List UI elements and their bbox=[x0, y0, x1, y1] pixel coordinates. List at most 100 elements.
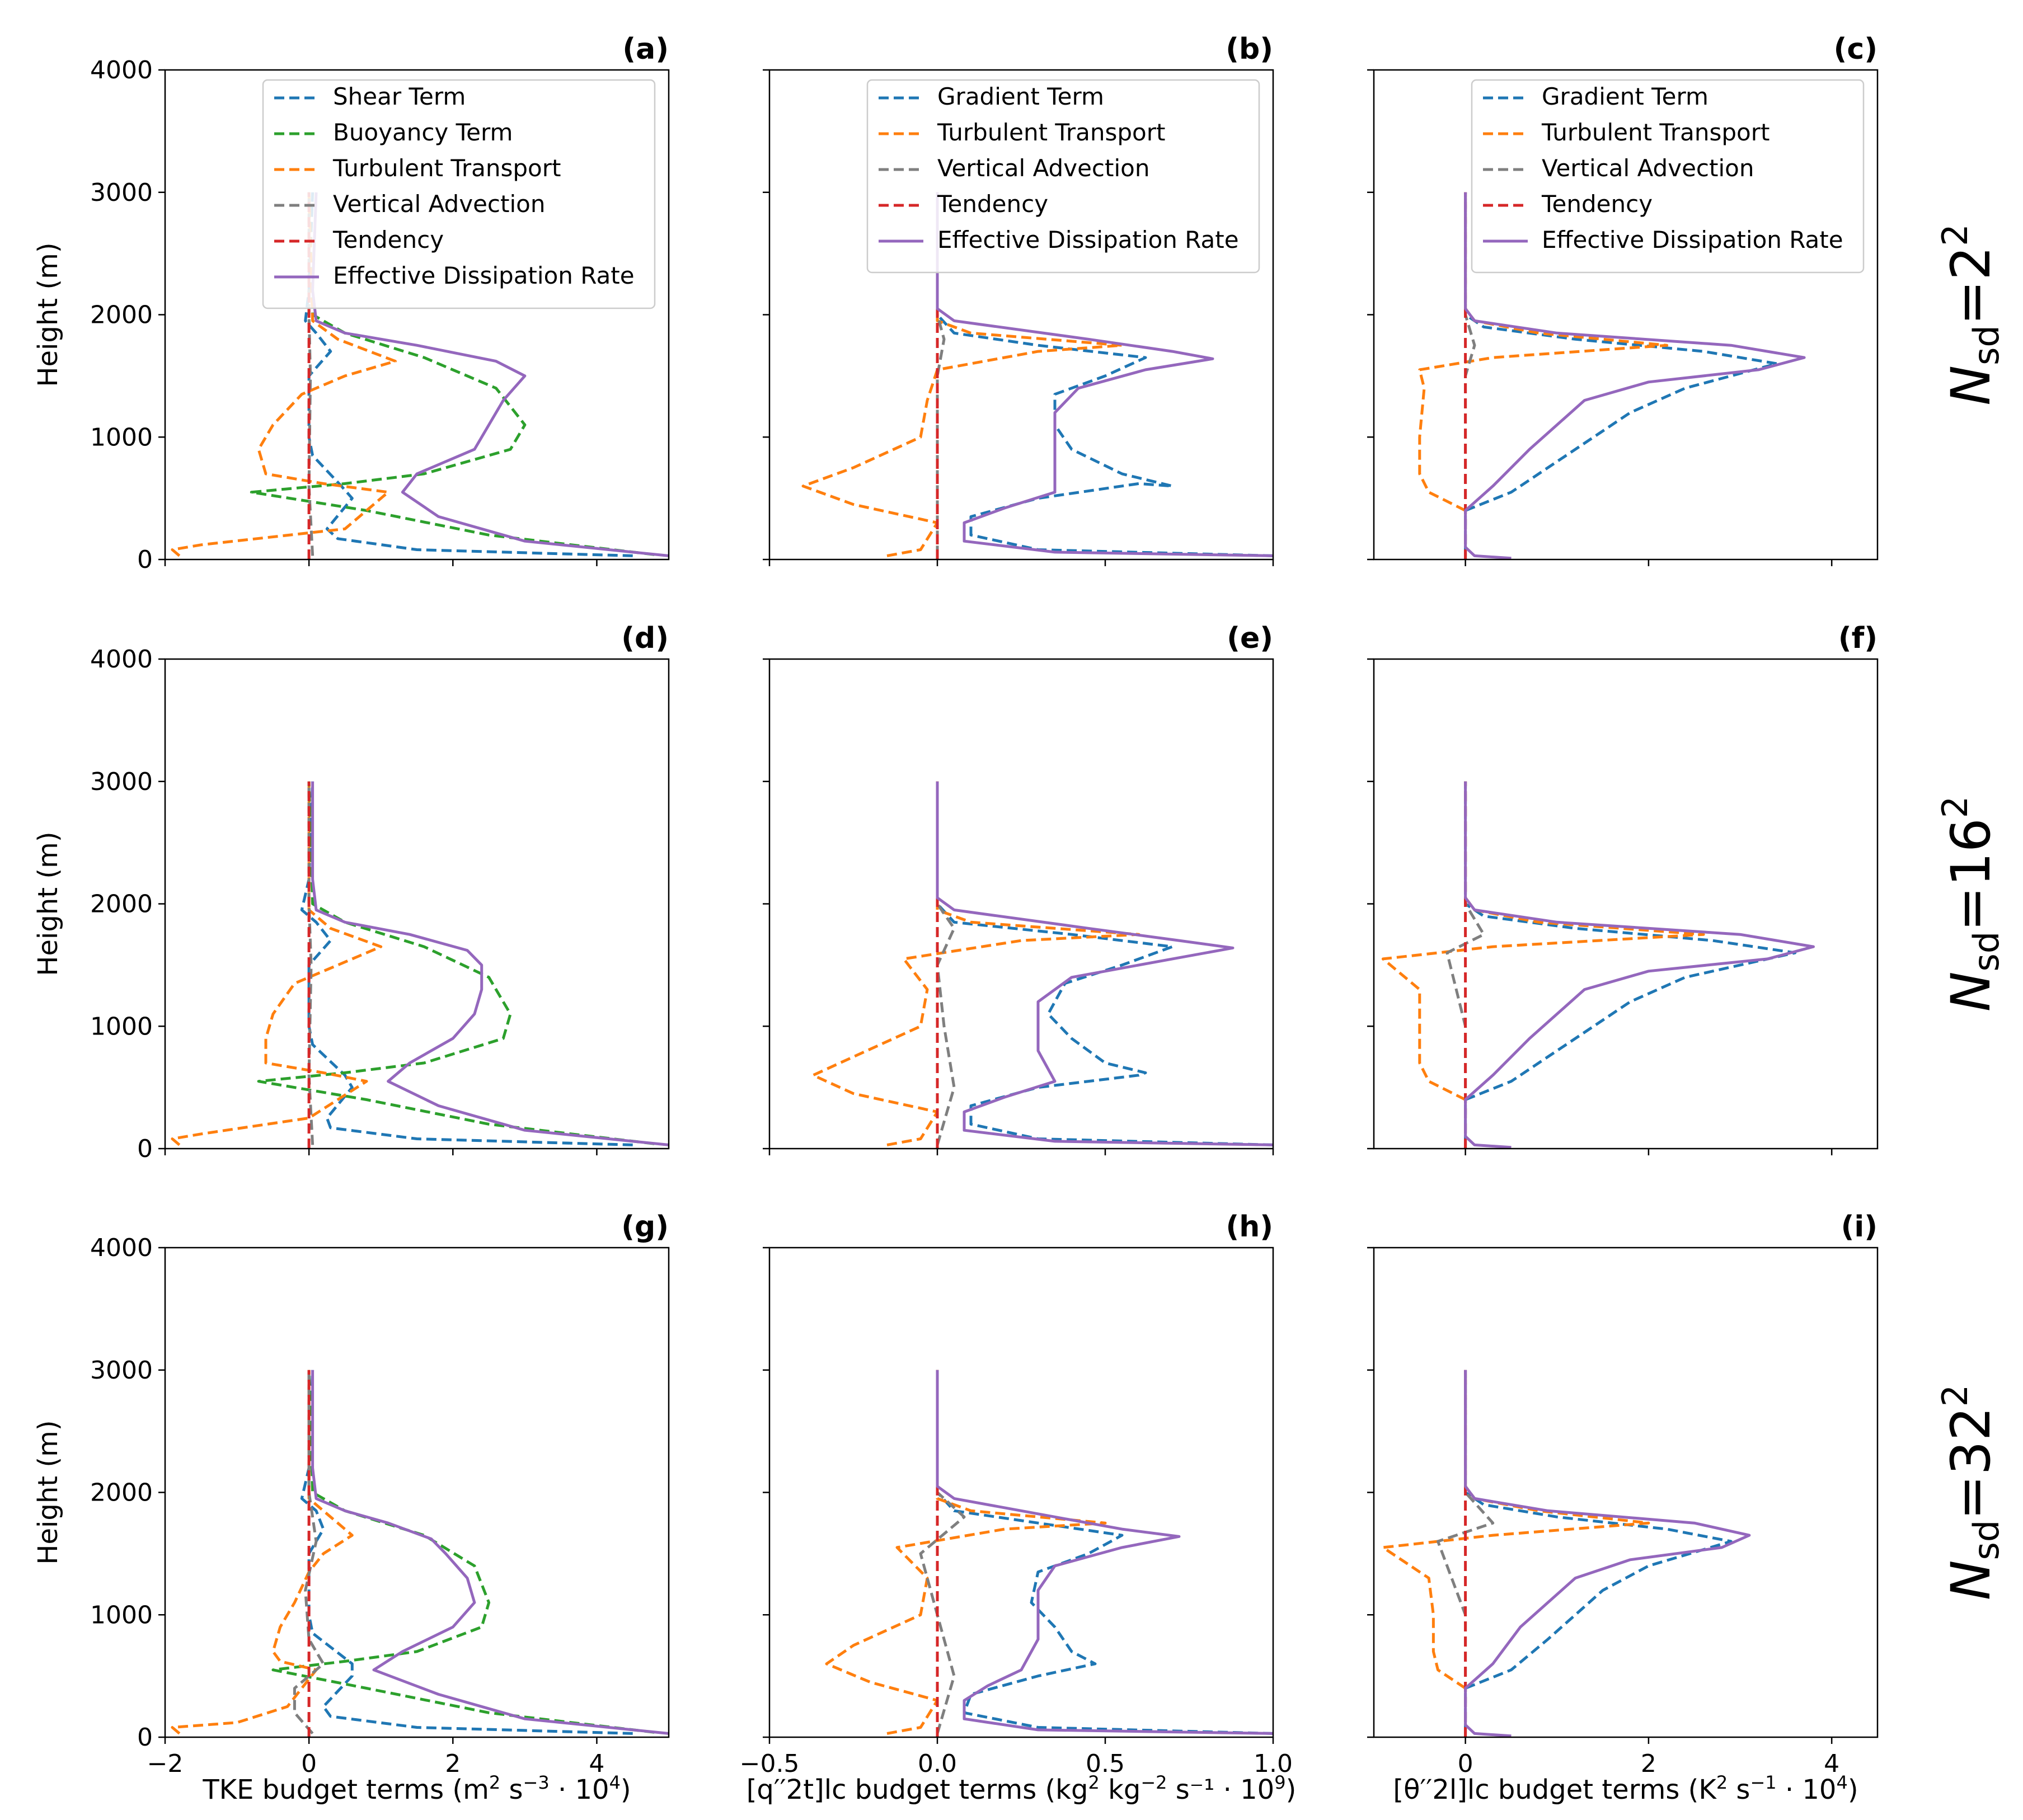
row-label-sub: sd bbox=[1966, 932, 2007, 972]
series-line-gradient-term bbox=[936, 192, 1273, 557]
legend-entry: Shear Term bbox=[333, 83, 466, 110]
series-line-turbulent-transport bbox=[1381, 781, 1705, 1101]
x-label-exp2: −3 bbox=[523, 1772, 550, 1793]
x-label-pre: TKE budget terms (m bbox=[202, 1774, 489, 1805]
x-tick-label: −2 bbox=[147, 1750, 184, 1778]
panel-f: (f) bbox=[1367, 622, 1879, 1155]
legend-box bbox=[866, 79, 1260, 274]
series-line-effective-dissipation-rate bbox=[936, 781, 1273, 1146]
series-line-turbulent-transport bbox=[811, 781, 1140, 1146]
y-axis-label: Height (m) bbox=[32, 242, 64, 387]
y-tick-label: 2000 bbox=[90, 1479, 153, 1507]
legend-entry: Turbulent Transport bbox=[332, 154, 561, 182]
row-label-eq: = bbox=[1940, 280, 2002, 325]
x-label-mid: kg bbox=[1100, 1774, 1141, 1805]
axes-frame bbox=[1373, 658, 1879, 1150]
series-group bbox=[1381, 1370, 1751, 1737]
series-group bbox=[801, 192, 1273, 559]
x-label-exp3: 9 bbox=[1274, 1772, 1285, 1793]
y-tick-label: 0 bbox=[137, 1135, 153, 1163]
row-label-sub: sd bbox=[1966, 1520, 2007, 1560]
row-label-base: N bbox=[1940, 1560, 2002, 1600]
axes-frame bbox=[164, 1247, 670, 1738]
legend: Gradient Term Turbulent Transport Vertical… bbox=[1471, 79, 1865, 274]
panel-b: (b) Gradient Term Turbulent Transport Verti… bbox=[763, 32, 1274, 566]
series-line-vertical-advection bbox=[936, 781, 956, 1146]
x-label-exp2: −2 bbox=[1140, 1772, 1167, 1793]
legend-entry: Vertical Advection bbox=[333, 190, 545, 218]
x-axis-labels: TKE budget terms (m2 s−3 · 104) [q′′2t]lc… bbox=[202, 1772, 1858, 1805]
legend-entry: Tendency bbox=[332, 226, 444, 253]
y-tick-label: 1000 bbox=[90, 1601, 153, 1629]
x-tick-label: 0 bbox=[301, 1750, 317, 1778]
x-label-exp1: 2 bbox=[489, 1772, 500, 1793]
y-tick-label: 0 bbox=[137, 1723, 153, 1752]
axes-frame bbox=[164, 658, 670, 1150]
x-label-exp2: −1 bbox=[1750, 1772, 1776, 1793]
panel-label: (b) bbox=[1226, 32, 1273, 66]
series-group bbox=[171, 781, 669, 1149]
panel-label: (d) bbox=[621, 622, 669, 655]
panel-h: −0.5 0.0 0.5 1.0 (h) bbox=[740, 1210, 1293, 1778]
y-tick-label: 2000 bbox=[90, 890, 153, 919]
series-line-effective-dissipation-rate bbox=[311, 1370, 669, 1735]
series-line-buoyancy-term bbox=[257, 781, 655, 1145]
y-tick-label: 1000 bbox=[90, 1012, 153, 1041]
x-label-exp1: 2 bbox=[1088, 1772, 1099, 1793]
x-label-exp3: 4 bbox=[609, 1772, 621, 1793]
axes-frame bbox=[768, 658, 1274, 1150]
row-label-eq: = bbox=[1940, 886, 2002, 931]
panel-a: 0 1000 2000 3000 4000 Height (m) (a) Shear Term… bbox=[32, 32, 670, 574]
panel-label: (i) bbox=[1841, 1210, 1878, 1244]
series-line-gradient-term bbox=[1464, 1370, 1733, 1734]
x-tick-label: 4 bbox=[589, 1750, 604, 1778]
y-tick-label: 4000 bbox=[90, 56, 153, 84]
x-label-mid2: s⁻¹ · 10 bbox=[1167, 1774, 1275, 1805]
x-tick-label: 2 bbox=[1641, 1750, 1656, 1778]
y-axis-label: Height (m) bbox=[32, 1420, 64, 1564]
legend-entry: Buoyancy Term bbox=[333, 119, 513, 146]
series-line-turbulent-transport bbox=[801, 192, 1124, 557]
x-tick-label: 0.0 bbox=[918, 1750, 957, 1778]
panel-label: (h) bbox=[1226, 1210, 1273, 1244]
legend-entry: Gradient Term bbox=[937, 83, 1104, 110]
panel-e: (e) bbox=[763, 622, 1274, 1155]
y-tick-label: 3000 bbox=[90, 1356, 153, 1385]
legend: Gradient Term Turbulent Transport Vertical… bbox=[866, 79, 1260, 274]
x-label-exp1: 2 bbox=[1716, 1772, 1728, 1793]
series-line-effective-dissipation-rate bbox=[311, 192, 669, 557]
legend-entry: Effective Dissipation Rate bbox=[937, 226, 1239, 253]
x-tick-label: 0.5 bbox=[1086, 1750, 1125, 1778]
x-label-post: ) bbox=[621, 1774, 631, 1805]
row-label: Nsd=322 bbox=[1935, 1385, 2007, 1601]
panel-label: (f) bbox=[1838, 622, 1878, 655]
legend-entry: Effective Dissipation Rate bbox=[333, 262, 635, 289]
legend-entry: Effective Dissipation Rate bbox=[1542, 226, 1843, 253]
series-line-shear-term bbox=[300, 781, 633, 1146]
legend-entry: Turbulent Transport bbox=[1541, 119, 1769, 146]
row-label-exp: 2 bbox=[1935, 1385, 1975, 1407]
x-label-pre: [q′′2t]lc budget terms (kg bbox=[747, 1774, 1088, 1805]
x-label-post: ) bbox=[1848, 1774, 1858, 1805]
row-label-value: 32 bbox=[1940, 1407, 2002, 1475]
legend-box bbox=[262, 79, 656, 309]
row-label: Nsd=162 bbox=[1935, 796, 2007, 1012]
row-label: Nsd=22 bbox=[1935, 224, 2007, 405]
series-group bbox=[811, 781, 1273, 1149]
legend-entry: Turbulent Transport bbox=[937, 119, 1165, 146]
legend-entry: Vertical Advection bbox=[1542, 154, 1754, 182]
legend-box bbox=[1471, 79, 1865, 274]
series-line-effective-dissipation-rate bbox=[311, 781, 669, 1146]
x-axis-label: [θ′′2l]lc budget terms (K2 s−1 · 104) bbox=[1393, 1772, 1858, 1805]
series-line-turbulent-transport bbox=[171, 1370, 354, 1735]
row-label-eq: = bbox=[1940, 1475, 2002, 1520]
axes-frame bbox=[768, 1247, 1274, 1738]
x-label-mid2: · 10 bbox=[1777, 1774, 1837, 1805]
row-label-sub: sd bbox=[1966, 325, 2007, 365]
y-tick-label: 3000 bbox=[90, 178, 153, 207]
panel-d: 0 1000 2000 3000 4000 Height (m) (d) bbox=[32, 622, 670, 1163]
x-axis-label: [q′′2t]lc budget terms (kg2 kg−2 s⁻¹ · 1… bbox=[747, 1772, 1297, 1805]
y-tick-label: 4000 bbox=[90, 1234, 153, 1262]
row-label-value: 16 bbox=[1940, 818, 2002, 886]
